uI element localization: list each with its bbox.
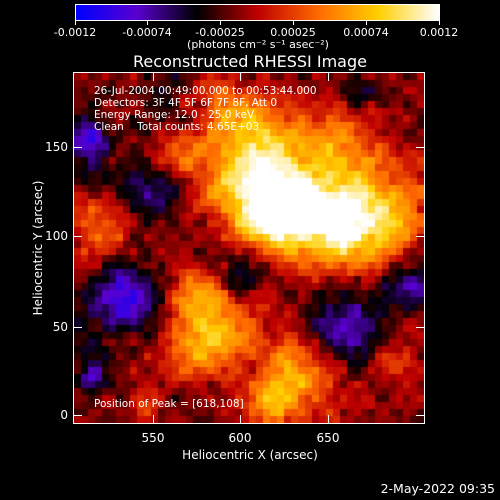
y-tick — [416, 415, 424, 416]
y-tick — [416, 236, 424, 237]
y-tick-label: 50 — [52, 320, 68, 334]
x-axis-label: Heliocentric X (arcsec) — [182, 448, 318, 462]
colorbar-tick-label: 0.00074 — [343, 26, 389, 39]
x-tick-label: 600 — [228, 431, 252, 445]
x-tick — [153, 415, 154, 423]
x-tick — [328, 73, 329, 81]
x-tick — [240, 415, 241, 423]
info-time-range: 26-Jul-2004 00:49:00.000 to 00:53:44.000 — [94, 85, 317, 97]
y-tick — [74, 147, 82, 148]
info-detectors: Detectors: 3F 4F 5F 6F 7F 8F, Att 0 — [94, 97, 278, 109]
y-tick — [74, 415, 82, 416]
map-frame: 26-Jul-2004 00:49:00.000 to 00:53:44.000… — [73, 72, 425, 424]
colorbar-tick — [293, 21, 294, 25]
info-method-counts: Clean Total counts: 4.65E+03 — [94, 121, 260, 133]
colorbar-tick-label: -0.0012 — [53, 26, 97, 39]
x-tick-label: 650 — [316, 431, 340, 445]
y-tick — [416, 147, 424, 148]
y-tick — [74, 236, 82, 237]
x-tick — [328, 415, 329, 423]
x-tick-label: 550 — [141, 431, 165, 445]
colorbar-tick — [439, 21, 440, 25]
colorbar-tick — [147, 21, 148, 25]
x-tick — [240, 73, 241, 81]
colorbar-tick-label: 0.0012 — [419, 26, 459, 39]
y-tick-label: 100 — [45, 229, 68, 243]
y-tick — [416, 327, 424, 328]
y-axis-label: Heliocentric Y (arcsec) — [31, 180, 45, 316]
colorbar-tick-label: -0.00025 — [195, 26, 245, 39]
colorbar — [75, 4, 440, 21]
plot-title: Reconstructed RHESSI Image — [133, 52, 367, 71]
y-tick-label: 150 — [45, 140, 68, 154]
info-energy-range: Energy Range: 12.0 - 25.0 keV — [94, 109, 255, 121]
colorbar-units: (photons cm⁻² s⁻¹ asec⁻²) — [187, 38, 329, 51]
y-tick-label: 0 — [60, 408, 68, 422]
colorbar-tick — [220, 21, 221, 25]
timestamp: 2-May-2022 09:35 — [380, 481, 495, 496]
info-peak-position: Position of Peak = [618,108] — [94, 398, 244, 410]
colorbar-tick-label: -0.00074 — [122, 26, 172, 39]
y-tick — [74, 327, 82, 328]
heatmap-image — [74, 73, 424, 423]
colorbar-tick-label: 0.00025 — [270, 26, 316, 39]
colorbar-tick — [75, 21, 76, 25]
x-tick — [153, 73, 154, 81]
colorbar-tick — [366, 21, 367, 25]
